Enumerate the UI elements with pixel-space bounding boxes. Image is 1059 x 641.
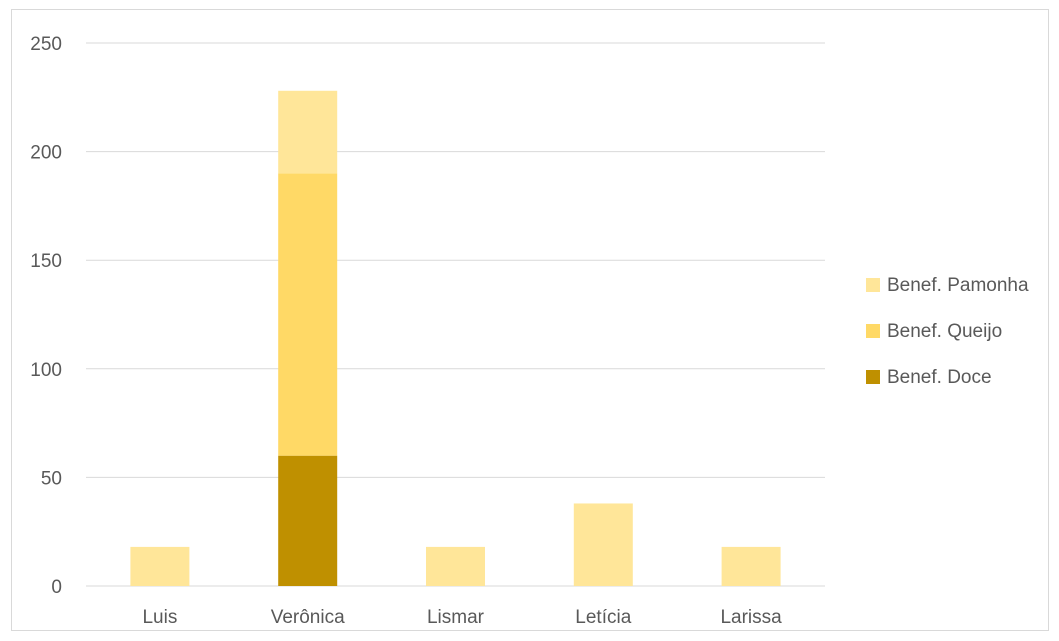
y-tick-label: 150 — [30, 251, 62, 272]
bar-segment — [573, 503, 633, 586]
legend-swatch — [866, 370, 880, 384]
x-tick-label: Lismar — [427, 607, 485, 628]
bar-segment — [278, 90, 338, 174]
x-axis-tick-labels: Luis Verônica Lismar Letícia Larissa — [142, 607, 782, 628]
y-tick-label: 50 — [41, 468, 62, 489]
bar-segment — [721, 546, 781, 586]
chart-frame — [11, 9, 1049, 631]
legend-label: Benef. Doce — [887, 367, 992, 388]
gridlines — [86, 42, 825, 587]
bar-segment — [278, 455, 338, 586]
x-tick-label: Letícia — [575, 607, 631, 628]
bar-segment — [278, 173, 338, 456]
y-tick-label: 0 — [51, 577, 62, 598]
legend-label: Benef. Pamonha — [887, 275, 1029, 296]
bar-segment — [130, 546, 190, 586]
x-tick-label: Luis — [142, 607, 177, 628]
x-tick-label: Verônica — [271, 607, 345, 628]
bars — [130, 90, 781, 586]
legend: Benef. Pamonha Benef. Queijo Benef. Doce — [866, 275, 1029, 388]
y-tick-label: 100 — [30, 360, 62, 381]
legend-swatch — [866, 278, 880, 292]
y-axis-tick-labels: 0 50 100 150 200 250 — [30, 34, 62, 598]
bar-segment — [426, 546, 485, 586]
legend-swatch — [866, 324, 880, 338]
y-tick-label: 200 — [30, 143, 62, 164]
legend-label: Benef. Queijo — [887, 321, 1002, 342]
x-tick-label: Larissa — [720, 607, 782, 628]
y-tick-label: 250 — [30, 34, 62, 55]
